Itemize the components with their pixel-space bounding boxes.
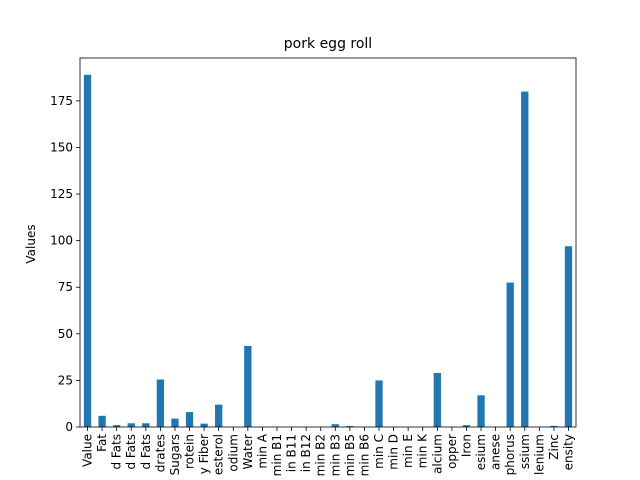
x-tick-label: Water: [241, 434, 255, 470]
x-tick-label: opper: [445, 434, 459, 469]
bar: [244, 345, 252, 427]
x-tick-label: ssium: [518, 434, 532, 469]
x-axis: Value Fat d Fats d Fats d Fats drates Sugars ro…: [81, 427, 575, 476]
x-tick-label: lenium: [532, 434, 546, 475]
x-tick-label: in B12: [299, 434, 313, 472]
x-tick-label: odium: [226, 434, 240, 472]
y-tick-label: 75: [58, 280, 73, 294]
x-tick-label: d Fats: [110, 434, 124, 470]
x-tick-label: Iron: [459, 434, 473, 457]
bar: [171, 418, 179, 427]
x-tick-label: Value: [81, 434, 95, 467]
bar: [127, 423, 135, 427]
bar: [215, 404, 223, 427]
bar: [564, 246, 573, 427]
x-tick-label: alcium: [430, 434, 444, 474]
bar: [83, 74, 92, 428]
x-tick-label: min C: [372, 434, 386, 469]
bar: [142, 423, 150, 427]
bar: [521, 91, 529, 428]
x-tick-label: min B3: [328, 434, 342, 476]
bar: [346, 426, 354, 427]
y-tick-label: 25: [58, 373, 73, 387]
x-tick-label: d Fats: [124, 434, 138, 470]
x-tick-label: d Fats: [139, 434, 153, 470]
x-tick-label: esium: [474, 434, 488, 470]
bar: [477, 395, 485, 427]
y-axis-label: Values: [24, 224, 38, 263]
x-tick-label: anese: [489, 434, 503, 470]
x-tick-label: min E: [401, 434, 415, 468]
y-tick-label: 100: [50, 234, 73, 248]
y-axis: 0 25 50 75 100 125 150 175: [50, 94, 80, 434]
plot-frame: [79, 57, 577, 428]
bar: [98, 415, 106, 427]
x-tick-label: min K: [416, 433, 430, 468]
x-tick-label: ensity: [561, 434, 575, 470]
x-tick-label: min B2: [314, 434, 328, 476]
bars-group: [83, 74, 573, 428]
y-tick-label: 50: [58, 327, 73, 341]
bar: [433, 372, 441, 427]
x-tick-label: phorus: [503, 434, 517, 475]
x-tick-label: min D: [387, 434, 401, 470]
x-tick-label: Fat: [95, 434, 109, 452]
x-tick-label: rotein: [183, 434, 197, 469]
x-tick-label: min A: [255, 433, 269, 468]
bar: [375, 380, 383, 427]
bar: [331, 424, 339, 427]
x-tick-label: Sugars: [168, 434, 182, 475]
x-tick-label: min B6: [357, 434, 371, 476]
x-tick-label: drates: [153, 434, 167, 472]
bar: [506, 282, 514, 427]
bar: [185, 412, 194, 427]
bar: [462, 425, 471, 427]
bar: [156, 379, 165, 427]
y-tick-label: 175: [50, 94, 73, 108]
bar: [200, 423, 208, 427]
x-tick-label: min B1: [270, 434, 284, 476]
x-tick-label: esterol: [212, 434, 226, 475]
x-tick-label: min B5: [343, 434, 357, 476]
bar: [113, 425, 121, 427]
chart-title: pork egg roll: [284, 36, 372, 52]
x-tick-label: Zinc: [547, 434, 561, 460]
y-tick-label: 0: [65, 420, 73, 434]
x-tick-label: in B11: [285, 434, 299, 472]
bar: [550, 425, 558, 427]
y-tick-label: 150: [50, 140, 73, 154]
x-tick-label: y Fiber: [197, 434, 211, 474]
y-tick-label: 125: [50, 187, 73, 201]
